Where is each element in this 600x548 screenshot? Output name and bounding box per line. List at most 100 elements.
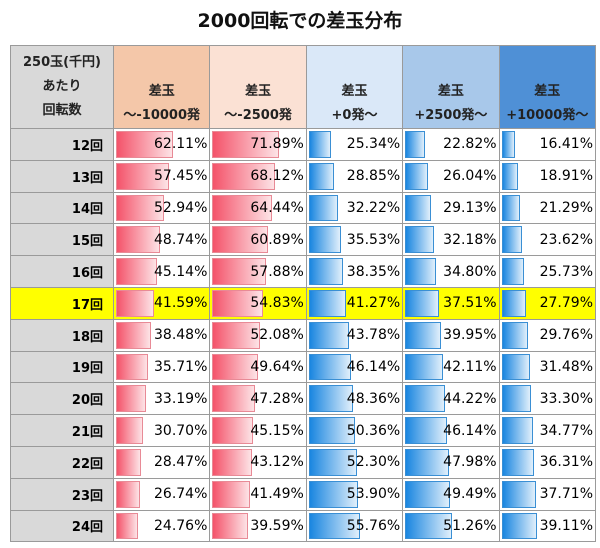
data-bar: [405, 162, 428, 190]
value-cell: 32.18%: [402, 223, 500, 257]
value-cell: 55.76%: [305, 509, 404, 543]
value-cell: 24.76%: [112, 509, 211, 543]
data-bar: [212, 321, 261, 349]
data-bar: [405, 512, 453, 540]
value-cell: 45.14%: [112, 255, 211, 288]
data-bar: [212, 512, 249, 540]
value-cell: 44.22%: [402, 382, 500, 416]
column-header-line: ～-2500発: [224, 108, 292, 123]
value-cell: 21.29%: [498, 191, 597, 225]
value-text: 37.51%: [443, 295, 497, 312]
value-cell: 33.19%: [112, 382, 211, 416]
value-cell: 22.82%: [402, 128, 500, 161]
value-text: 39.11%: [539, 517, 593, 534]
data-bar: [405, 194, 431, 222]
value-cell: 64.44%: [209, 191, 307, 225]
value-text: 41.59%: [154, 295, 208, 312]
value-cell: 57.88%: [209, 255, 307, 288]
value-cell: 48.74%: [112, 223, 211, 257]
data-bar: [405, 480, 451, 508]
value-text: 52.30%: [346, 454, 401, 471]
value-cell: 28.47%: [112, 445, 211, 479]
value-cell: 49.64%: [209, 350, 307, 384]
value-text: 25.73%: [539, 263, 593, 280]
value-cell: 16.41%: [498, 128, 597, 161]
value-text: 54.83%: [250, 295, 304, 312]
data-bar: [116, 321, 151, 349]
row-label: 15回: [10, 223, 114, 257]
value-cell: 38.35%: [305, 255, 404, 288]
value-text: 29.13%: [443, 199, 497, 216]
column-header-line: 差玉: [341, 84, 368, 99]
data-bar: [116, 131, 174, 158]
value-cell: 53.90%: [305, 477, 404, 511]
value-text: 23.62%: [539, 231, 593, 248]
table-row: 24回 24.76% 39.59% 55.76% 51.26% 39.11%: [10, 509, 597, 543]
data-bar: [405, 289, 439, 317]
data-bar: [405, 385, 446, 413]
data-bar: [501, 448, 535, 476]
data-bar: [212, 131, 279, 158]
value-text: 47.28%: [250, 390, 304, 407]
data-bar: [308, 321, 349, 349]
value-cell: 45.15%: [209, 414, 307, 447]
row-label: 13回: [10, 159, 114, 193]
value-text: 43.12%: [250, 454, 304, 471]
row-label: 14回: [10, 191, 114, 225]
row-header-line: あたり: [42, 79, 82, 94]
data-bar: [405, 131, 425, 158]
value-cell: 52.08%: [209, 318, 307, 352]
value-text: 68.12%: [250, 168, 304, 185]
value-text: 22.82%: [443, 136, 497, 153]
value-text: 41.27%: [346, 295, 401, 312]
data-bar: [308, 258, 344, 285]
value-text: 27.79%: [539, 295, 593, 312]
value-text: 42.11%: [443, 358, 497, 375]
value-text: 34.77%: [539, 422, 593, 439]
value-text: 18.91%: [539, 168, 593, 185]
data-bar: [501, 131, 516, 158]
data-bar: [212, 480, 250, 508]
row-label: 18回: [10, 318, 114, 352]
value-cell: 68.12%: [209, 159, 307, 193]
data-bar: [405, 448, 449, 476]
value-cell: 41.27%: [305, 286, 404, 320]
value-cell: 37.51%: [402, 286, 500, 320]
data-bar: [308, 194, 338, 222]
column-header: 差玉 +10000発～: [498, 45, 597, 129]
value-cell: 42.11%: [402, 350, 500, 384]
value-text: 46.14%: [346, 358, 401, 375]
data-bar: [212, 289, 263, 317]
data-bar: [212, 448, 252, 476]
data-bar: [116, 194, 165, 222]
data-bar: [212, 226, 269, 254]
value-cell: 39.59%: [209, 509, 307, 543]
value-cell: 51.26%: [402, 509, 500, 543]
value-cell: 47.28%: [209, 382, 307, 416]
value-cell: 50.36%: [305, 414, 404, 447]
data-bar: [212, 353, 258, 381]
data-bar: [116, 226, 161, 254]
value-text: 35.53%: [346, 231, 401, 248]
value-cell: 37.71%: [498, 477, 597, 511]
value-cell: 29.13%: [402, 191, 500, 225]
value-cell: 41.49%: [209, 477, 307, 511]
column-header-line: +0発～: [331, 108, 378, 123]
value-text: 41.49%: [250, 486, 304, 503]
data-bar: [501, 417, 533, 444]
value-text: 30.70%: [154, 422, 208, 439]
data-bar: [308, 353, 351, 381]
column-header: 差玉 ～-2500発: [209, 45, 307, 129]
data-bar: [116, 162, 169, 190]
column-header-line: 差玉: [437, 84, 464, 99]
data-bar: [116, 448, 142, 476]
data-bar: [308, 448, 357, 476]
value-cell: 52.30%: [305, 445, 404, 479]
value-text: 32.22%: [346, 199, 401, 216]
data-bar: [501, 289, 527, 317]
value-cell: 62.11%: [112, 128, 211, 161]
value-text: 34.80%: [443, 263, 497, 280]
value-text: 45.14%: [154, 263, 208, 280]
value-text: 39.59%: [250, 517, 304, 534]
column-header-line: +2500発～: [414, 108, 488, 123]
